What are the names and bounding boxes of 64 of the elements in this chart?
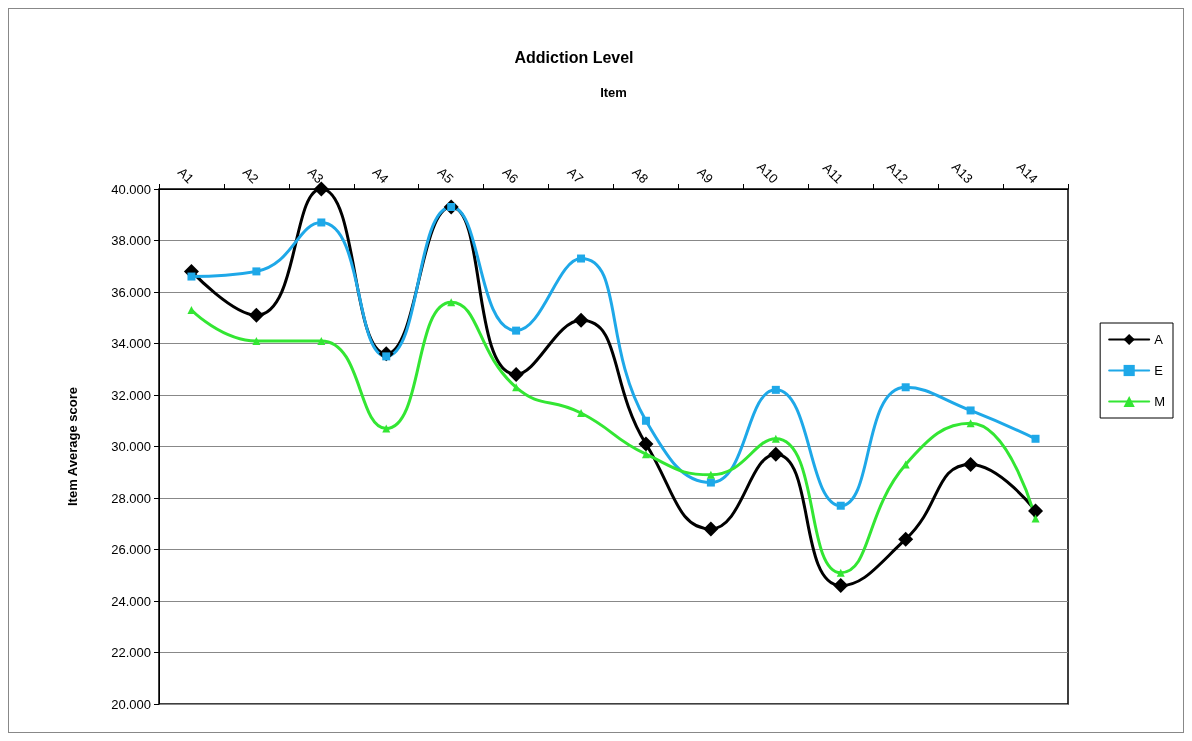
point — [508, 366, 524, 382]
x-tick-label: A10 — [754, 159, 782, 187]
x-tick-label: A3 — [304, 164, 327, 187]
x-tick-label: A8 — [629, 164, 652, 187]
y-tick-label: 34.000 — [111, 336, 151, 351]
y-axis-title: Item Average score — [65, 387, 80, 506]
y-tick-label: 28.000 — [111, 490, 151, 506]
y-tick-label: 32.000 — [111, 387, 151, 403]
x-tick-label: A11 — [819, 160, 847, 187]
x-tick-label: A9 — [694, 164, 717, 187]
x-tick-label: A4 — [369, 164, 392, 187]
point — [706, 470, 715, 479]
point — [836, 501, 845, 510]
point — [512, 383, 521, 392]
y-tick-label: 38.000 — [111, 233, 151, 248]
legend-label: E — [1154, 363, 1164, 378]
point — [898, 531, 914, 547]
y-tick-label: 36.000 — [111, 284, 151, 300]
point — [641, 416, 650, 425]
point — [313, 181, 329, 197]
point — [317, 336, 326, 345]
x-tick-label: A6 — [499, 164, 522, 187]
point — [252, 336, 261, 345]
point — [768, 446, 784, 462]
point — [1028, 503, 1044, 519]
point — [771, 434, 780, 443]
legend-label: A — [1154, 332, 1164, 347]
point — [512, 326, 521, 335]
x-tick-label: A14 — [1013, 159, 1041, 187]
point — [901, 383, 910, 392]
point — [248, 307, 264, 323]
y-tick-label: 22.000 — [111, 645, 151, 660]
x-tick-label: A5 — [434, 164, 457, 187]
point — [577, 409, 586, 418]
x-tick-label: A2 — [239, 164, 262, 187]
chart-title: Addiction Level — [514, 48, 634, 66]
y-tick-label: 20.000 — [111, 696, 151, 712]
x-tick-label: A12 — [884, 159, 911, 187]
x-tick-label: A13 — [948, 159, 976, 187]
point — [638, 436, 654, 452]
point — [317, 218, 326, 227]
point — [706, 478, 715, 487]
point — [252, 267, 261, 276]
point — [573, 312, 589, 328]
legend-label: M — [1154, 394, 1166, 409]
y-tick-label: 24.000 — [111, 593, 151, 609]
x-tick-label: A1 — [174, 164, 197, 187]
point — [901, 460, 910, 469]
point — [966, 406, 975, 415]
x-tick-label: A7 — [564, 164, 587, 187]
y-tick-label: 26.000 — [111, 542, 151, 557]
y-tick-label: 40.000 — [111, 181, 151, 197]
point — [641, 450, 650, 459]
point — [1031, 514, 1040, 523]
point — [187, 272, 196, 281]
x-axis-title: Item — [600, 85, 627, 100]
point — [703, 521, 719, 537]
point — [771, 385, 780, 394]
point — [1031, 434, 1040, 443]
y-tick-label: 30.000 — [111, 439, 151, 454]
point — [963, 457, 979, 473]
point — [833, 578, 849, 594]
point — [836, 568, 845, 577]
point — [577, 254, 586, 263]
